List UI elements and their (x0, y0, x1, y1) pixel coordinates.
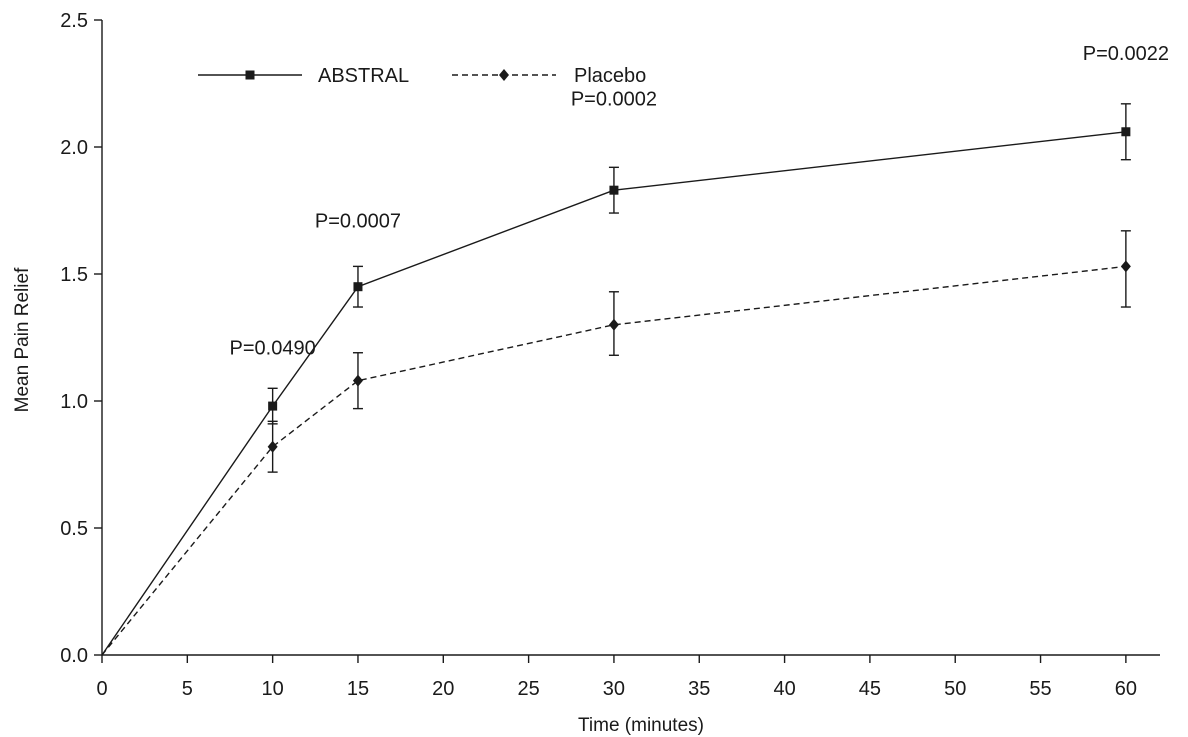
x-tick-label: 15 (347, 678, 369, 700)
x-tick-label: 10 (262, 678, 284, 700)
data-point-placebo (267, 440, 278, 453)
x-tick-label: 55 (1029, 678, 1051, 700)
y-tick-label: 1.0 (60, 391, 88, 413)
y-tick-label: 0.0 (60, 645, 88, 667)
axes (101, 20, 1160, 656)
data-point-placebo (1120, 260, 1131, 273)
x-tick-label: 45 (859, 678, 881, 700)
series-line-placebo (101, 265, 1126, 656)
legend: ABSTRAL Placebo (198, 65, 646, 87)
series-abstral (101, 103, 1131, 656)
p-value-annotation: P=0.0490 (230, 338, 316, 360)
x-tick-label: 25 (517, 678, 539, 700)
data-point-abstral (609, 185, 619, 195)
x-axis-title: Time (minutes) (578, 715, 704, 736)
legend-label-abstral: ABSTRAL (318, 65, 409, 87)
x-tick-label: 60 (1115, 678, 1137, 700)
x-tick-label: 40 (773, 678, 795, 700)
y-tick-label: 2.5 (60, 10, 88, 32)
series-layer (101, 103, 1131, 656)
x-tick-label: 30 (603, 678, 625, 700)
data-point-abstral (1121, 127, 1131, 137)
annotations: P=0.0490 P=0.0007 P=0.0002 P=0.0022 (230, 43, 1169, 360)
data-point-abstral (268, 401, 278, 411)
legend-marker-abstral (245, 70, 255, 80)
y-tick-label: 1.5 (60, 264, 88, 286)
ticks: 0.0 0.5 1.0 1.5 2.0 2.5 0 5 10 15 20 25 30 35 40 45 50 55… (60, 10, 1137, 700)
legend-marker-placebo (499, 69, 509, 81)
y-tick-label: 0.5 (60, 518, 88, 540)
p-value-annotation: P=0.0022 (1083, 43, 1169, 65)
legend-label-placebo: Placebo (574, 65, 646, 87)
x-tick-label: 5 (182, 678, 193, 700)
p-value-annotation: P=0.0002 (571, 89, 657, 111)
x-tick-label: 20 (432, 678, 454, 700)
x-tick-label: 35 (688, 678, 710, 700)
p-value-annotation: P=0.0007 (315, 211, 401, 233)
y-axis-title: Mean Pain Relief (12, 267, 33, 412)
x-tick-label: 50 (944, 678, 966, 700)
data-point-placebo (608, 318, 619, 331)
y-tick-label: 2.0 (60, 137, 88, 159)
x-tick-label: 0 (96, 678, 107, 700)
series-placebo (101, 230, 1131, 656)
data-point-placebo (352, 374, 363, 387)
data-point-abstral (353, 282, 363, 292)
